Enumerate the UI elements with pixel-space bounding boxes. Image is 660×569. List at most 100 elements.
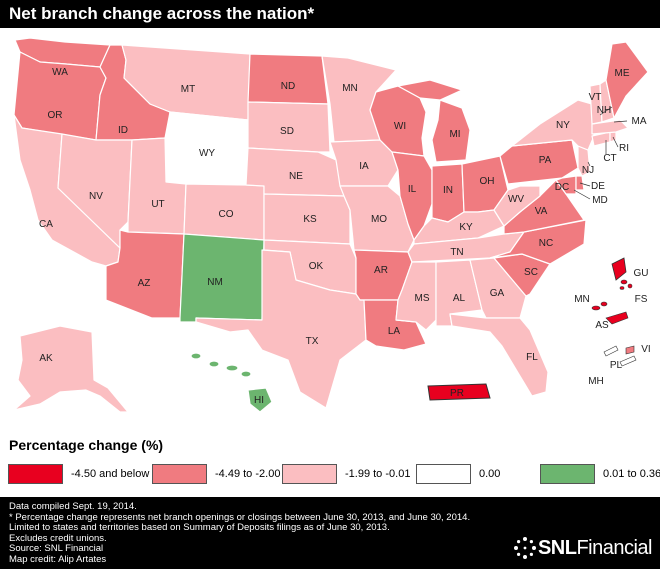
label-NM: NM	[207, 277, 223, 288]
us-map-svg: WA OR CA ID NV MT WY UT AZ CO NM ND SD N…	[13, 37, 651, 413]
label-UT: UT	[151, 199, 164, 210]
state-AK[interactable]	[13, 325, 129, 413]
label-CO: CO	[219, 209, 234, 220]
state-ND[interactable]	[247, 53, 329, 105]
footer-line-5: Source: SNL Financial	[9, 543, 104, 554]
label-MA: MA	[632, 116, 647, 127]
state-MD[interactable]	[539, 175, 577, 195]
footer-line-1: Data compiled Sept. 19, 2014.	[9, 501, 137, 512]
label-ID: ID	[118, 125, 128, 136]
territory-AS[interactable]	[605, 311, 629, 325]
territory-MN[interactable]	[591, 301, 608, 311]
label-DE: DE	[591, 181, 605, 192]
label-ND: ND	[281, 81, 295, 92]
label-NY: NY	[556, 120, 570, 131]
state-MI-UP[interactable]	[397, 79, 463, 101]
state-KS[interactable]	[263, 193, 351, 245]
legend-label-2: -4.49 to -2.00	[215, 468, 281, 480]
label-RI: RI	[619, 143, 629, 154]
label-NV: NV	[89, 191, 103, 202]
territory-PL[interactable]	[603, 345, 619, 357]
label-MO: MO	[371, 214, 387, 225]
legend-swatch-5	[540, 464, 595, 484]
label-AL: AL	[453, 293, 466, 304]
brand-bold: SNL	[537, 536, 577, 559]
state-NY[interactable]	[511, 99, 595, 151]
state-WV[interactable]	[493, 185, 541, 227]
label-SD: SD	[280, 126, 294, 137]
label-NJ: NJ	[582, 165, 594, 176]
state-FL[interactable]	[449, 313, 549, 397]
footer-line-6: Map credit: Alip Artates	[9, 553, 107, 565]
label-ME: ME	[615, 68, 630, 79]
label-IL: IL	[408, 184, 417, 195]
state-TX[interactable]	[195, 249, 367, 409]
label-MN: MN	[342, 83, 358, 94]
footer-line-2: * Percentage change represents net branc…	[9, 511, 471, 523]
state-HI[interactable]	[190, 352, 273, 413]
state-NV[interactable]	[57, 133, 133, 249]
legend-swatch-4	[416, 464, 471, 484]
state-MS[interactable]	[395, 261, 437, 331]
label-FS: FS	[635, 294, 648, 305]
label-MN-territory: MN	[574, 294, 590, 305]
label-DC: DC	[555, 182, 569, 193]
footer-line-4: Excludes credit unions.	[9, 532, 107, 544]
snl-burst-icon	[513, 537, 536, 559]
label-GA: GA	[490, 288, 505, 299]
state-MI[interactable]	[431, 99, 471, 163]
state-MA[interactable]	[591, 119, 629, 135]
label-AK: AK	[39, 353, 53, 364]
label-FL: FL	[526, 352, 538, 363]
legend-item-4: 0.00	[416, 462, 500, 486]
territory-VI[interactable]	[625, 345, 635, 355]
label-WV: WV	[508, 194, 524, 205]
label-WI: WI	[394, 121, 406, 132]
state-MO[interactable]	[339, 185, 415, 253]
label-AR: AR	[374, 265, 388, 276]
label-MT: MT	[181, 84, 195, 95]
legend-item-2: -4.49 to -2.00	[152, 462, 280, 486]
label-AZ: AZ	[138, 278, 151, 289]
legend: -4.50 and below -4.49 to -2.00 -1.99 to …	[8, 462, 660, 486]
label-MD: MD	[592, 195, 608, 206]
label-GU: GU	[634, 268, 649, 279]
brand-text: SNLFinancial	[538, 538, 653, 558]
label-OH: OH	[480, 176, 495, 187]
label-KY: KY	[459, 222, 473, 233]
label-AS: AS	[595, 320, 609, 331]
label-SC: SC	[524, 267, 538, 278]
label-WA: WA	[52, 67, 68, 78]
label-VA: VA	[535, 206, 548, 217]
label-TX: TX	[306, 336, 319, 347]
label-PA: PA	[539, 155, 552, 166]
label-PR: PR	[450, 388, 464, 399]
snl-financial-logo: SNLFinancial	[512, 535, 652, 561]
legend-label-3: -1.99 to -0.01	[345, 468, 411, 480]
label-IA: IA	[359, 161, 369, 172]
legend-title: Percentage change (%)	[9, 437, 164, 453]
territory-FS[interactable]	[619, 279, 633, 290]
territory-GU[interactable]	[611, 257, 627, 281]
map-title: Net branch change across the nation*	[0, 0, 660, 28]
state-ME[interactable]	[605, 41, 649, 119]
legend-swatch-3	[282, 464, 337, 484]
label-MS: MS	[415, 293, 430, 304]
state-SD[interactable]	[247, 101, 331, 153]
territory-MH[interactable]	[619, 355, 637, 367]
legend-label-4: 0.00	[479, 468, 501, 480]
label-OR: OR	[48, 110, 63, 121]
label-MI: MI	[449, 129, 460, 140]
legend-label-1: -4.50 and below	[71, 468, 150, 480]
label-PL: PL	[610, 360, 623, 371]
us-map: WA OR CA ID NV MT WY UT AZ CO NM ND SD N…	[0, 28, 660, 430]
legend-item-3: -1.99 to -0.01	[282, 462, 410, 486]
label-IN: IN	[443, 185, 453, 196]
territory-PR[interactable]	[427, 383, 491, 401]
label-HI: HI	[254, 395, 264, 406]
label-CT: CT	[603, 153, 616, 164]
label-NH: NH	[597, 105, 611, 116]
leader-lines	[573, 106, 628, 200]
label-KS: KS	[303, 214, 317, 225]
label-CA: CA	[39, 219, 53, 230]
